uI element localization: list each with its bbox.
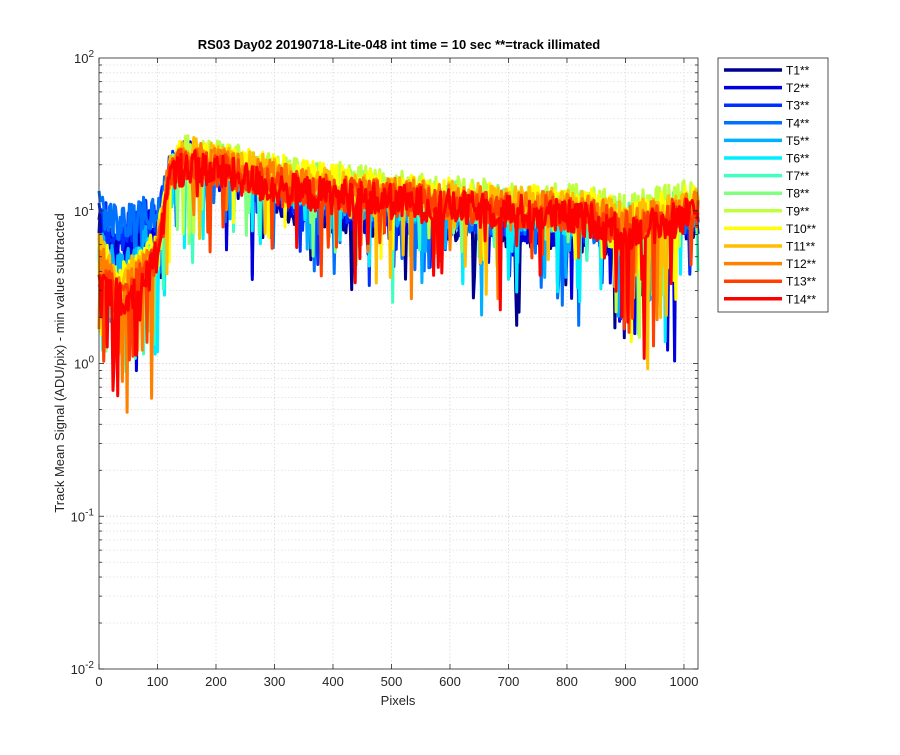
legend-label: T9** xyxy=(786,204,810,218)
legend-label: T10** xyxy=(786,222,816,236)
y-tick-labels: 10-2 10-1 100 101 102 xyxy=(71,49,95,677)
legend-label: T14** xyxy=(786,292,816,306)
legend-box xyxy=(717,57,829,313)
x-tick-label: 300 xyxy=(264,674,286,689)
x-tick-label: 700 xyxy=(498,674,520,689)
series-layer xyxy=(97,134,700,414)
legend-label: T2** xyxy=(786,81,810,95)
legend-label: T11** xyxy=(786,240,815,254)
series-line-t14 xyxy=(97,149,700,398)
legend-label: T8** xyxy=(786,187,810,201)
legend: T1** T2** T3** T4** T5** T6** T7** T8** T9** T10*… xyxy=(717,57,829,313)
legend-label: T5** xyxy=(786,134,810,148)
legend-label: T6** xyxy=(786,152,810,166)
y-tick-label: 10-2 xyxy=(71,660,95,677)
x-tick-label: 200 xyxy=(205,674,227,689)
x-axis-label: Pixels xyxy=(381,693,416,708)
x-tick-label: 900 xyxy=(615,674,637,689)
legend-label: T13** xyxy=(786,275,816,289)
legend-label: T4** xyxy=(786,116,810,130)
x-tick-label: 800 xyxy=(556,674,578,689)
legend-label: T3** xyxy=(786,99,810,113)
legend-label: T7** xyxy=(786,169,810,183)
x-tick-labels: 0 100 200 300 400 500 600 700 800 900 1000 xyxy=(95,674,698,689)
x-tick-label: 0 xyxy=(95,674,102,689)
legend-label: T12** xyxy=(786,257,816,271)
legend-label: T1** xyxy=(786,64,810,78)
x-tick-label: 1000 xyxy=(670,674,699,689)
y-tick-label: 101 xyxy=(74,202,94,219)
y-tick-label: 100 xyxy=(74,355,94,372)
x-tick-label: 600 xyxy=(439,674,461,689)
x-tick-label: 400 xyxy=(322,674,344,689)
x-tick-label: 100 xyxy=(147,674,169,689)
x-tick-label: 500 xyxy=(381,674,403,689)
axis-ticks xyxy=(98,58,698,670)
chart-title: RS03 Day02 20190718-Lite-048 int time = … xyxy=(198,37,601,52)
y-tick-label: 10-1 xyxy=(71,507,95,524)
y-tick-label: 102 xyxy=(74,49,94,66)
y-axis-label: Track Mean Signal (ADU/pix) - min value … xyxy=(52,213,67,512)
